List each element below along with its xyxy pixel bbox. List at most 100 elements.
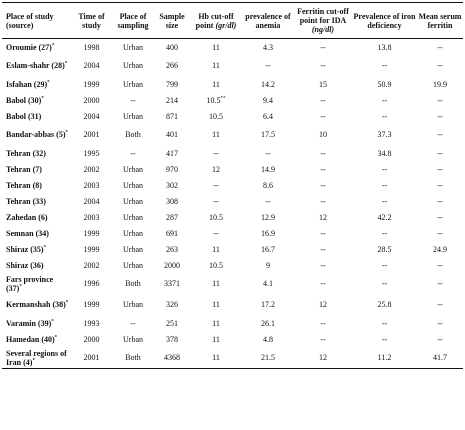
hb-value: 11 (212, 42, 220, 52)
place-footnote-mark: * (41, 95, 44, 101)
cell-iron-deficiency: 25.8 (377, 300, 392, 309)
header-sampling: Place of sampling (112, 2, 154, 39)
cell-sampling: Urban (123, 196, 143, 206)
hb-value: 10.5 (209, 212, 223, 222)
hb-value: 11 (212, 334, 220, 344)
cell-place: Shiraz (35)* (2, 241, 71, 257)
table-row: Shiraz (36) 2002 Urban 2000 10.5 9 -- --… (2, 257, 463, 273)
hb-value: 11 (212, 318, 220, 328)
cell-sample-size: 251 (166, 318, 178, 328)
cell-ferritin-cutoff: -- (320, 279, 326, 288)
cell-place: Tehran (32) (2, 145, 71, 161)
cell-serum-ferritin: -- (437, 164, 443, 174)
cell-place: Kermanshah (38)* (2, 294, 71, 315)
cell-ferritin-cutoff: -- (320, 196, 326, 206)
cell-iron-deficiency: -- (381, 318, 388, 328)
cell-anemia: 8.6 (263, 180, 273, 190)
cell-hb-cutoff: -- (190, 177, 242, 193)
cell-iron-deficiency: -- (381, 111, 388, 121)
cell-anemia: 9.4 (263, 95, 273, 105)
place-footnote-mark: * (51, 42, 55, 48)
hb-value: 11 (212, 130, 220, 139)
cell-sample-size: 214 (166, 95, 178, 105)
cell-sampling: Urban (123, 61, 143, 70)
header-iron-deficiency: Prevalence of iron deficiency (352, 2, 417, 39)
place-text: Babol (30) (6, 95, 42, 105)
header-ferritin-text: Ferritin cut-off point for IDA (297, 7, 349, 25)
cell-iron-deficiency: -- (381, 180, 388, 190)
place-text: Semnan (34) (6, 228, 49, 238)
cell-time: 2004 (83, 196, 100, 206)
place-footnote-mark: * (65, 300, 69, 306)
cell-serum-ferritin: -- (437, 334, 443, 344)
cell-sample-size: 970 (166, 164, 178, 174)
place-text: Tehran (32) (6, 148, 46, 158)
cell-ferritin-cutoff: -- (320, 42, 326, 52)
cell-iron-deficiency: -- (381, 164, 388, 174)
hb-value: -- (213, 228, 219, 238)
hb-value: 11 (212, 279, 220, 288)
cell-hb-cutoff: 11 (190, 294, 242, 315)
cell-time: 2003 (83, 180, 100, 190)
cell-hb-cutoff: 11 (190, 76, 242, 92)
cell-sampling: Both (112, 347, 154, 369)
cell-serum-ferritin: -- (437, 212, 443, 222)
table-row: Babol (31) 2004 Urban 871 10.5 6.4 -- --… (2, 108, 463, 124)
cell-time: 1999 (83, 300, 100, 309)
cell-iron-deficiency: 42.2 (377, 212, 392, 222)
cell-anemia: -- (265, 196, 271, 206)
hb-value: 11 (212, 79, 220, 89)
cell-time: 1998 (83, 42, 100, 52)
cell-serum-ferritin: -- (437, 228, 443, 238)
cell-sample-size: 401 (166, 130, 178, 139)
cell-iron-deficiency: -- (381, 260, 388, 270)
header-hb-text: Hb cut-off point (195, 11, 234, 30)
table-row: Several regions of Iran (4)* 2001 Both 4… (2, 347, 463, 369)
cell-sample-size: 400 (166, 42, 178, 52)
cell-sampling: Urban (123, 334, 143, 344)
cell-sample-size: 871 (166, 111, 178, 121)
cell-hb-cutoff: 11 (190, 347, 242, 369)
place-footnote-mark: * (32, 357, 35, 363)
header-anemia: prevalence of anemia (242, 2, 294, 39)
place-text: Several regions of Iran (4) (6, 348, 67, 367)
cell-serum-ferritin: 41.7 (417, 347, 463, 369)
cell-place: Tehran (8) (2, 177, 71, 193)
cell-sampling: Urban (123, 244, 143, 254)
cell-iron-deficiency: -- (381, 61, 388, 70)
hb-value: 10.5 (209, 111, 223, 121)
cell-serum-ferritin: -- (437, 42, 443, 52)
place-text: Babol (31) (6, 111, 42, 121)
cell-iron-deficiency: -- (381, 228, 388, 238)
cell-sampling: Both (125, 279, 141, 288)
cell-anemia: -- (265, 148, 271, 158)
cell-sample-size: 799 (166, 79, 178, 89)
place-footnote-mark: * (47, 79, 50, 85)
cell-ferritin-cutoff: -- (320, 111, 326, 121)
cell-anemia: 16.9 (261, 228, 275, 238)
cell-anemia: 21.5 (242, 347, 294, 369)
place-text: Tehran (8) (6, 180, 42, 190)
table-row: Fars province (37)* 1996 Both 3371 11 4.… (2, 273, 463, 294)
cell-iron-deficiency: 34.8 (377, 148, 392, 158)
cell-anemia: 14.2 (261, 79, 275, 89)
cell-anemia: 4.3 (263, 42, 273, 52)
cell-hb-cutoff: 11 (190, 39, 242, 56)
cell-ferritin-cutoff: 12 (319, 300, 327, 309)
hb-value: 11 (212, 353, 220, 362)
cell-place: Several regions of Iran (4)* (2, 347, 71, 369)
cell-sample-size: 263 (166, 244, 178, 254)
table-row: Zahedan (6) 2003 Urban 287 10.5 12.9 12 … (2, 209, 463, 225)
cell-ferritin-cutoff: -- (320, 228, 326, 238)
cell-sampling: Both (125, 130, 141, 139)
hb-value: 11 (212, 61, 220, 70)
cell-ferritin-cutoff: -- (320, 260, 326, 270)
cell-place: Zahedan (6) (2, 209, 71, 225)
place-text: Hamedan (40) (6, 334, 55, 344)
cell-hb-cutoff: 10.5 (190, 108, 242, 124)
cell-serum-ferritin: -- (437, 61, 443, 70)
cell-place: Babol (30)* (2, 92, 71, 108)
place-text: Varamin (39) (6, 318, 52, 328)
cell-time: 2004 (83, 111, 100, 121)
cell-hb-cutoff: -- (190, 193, 242, 209)
